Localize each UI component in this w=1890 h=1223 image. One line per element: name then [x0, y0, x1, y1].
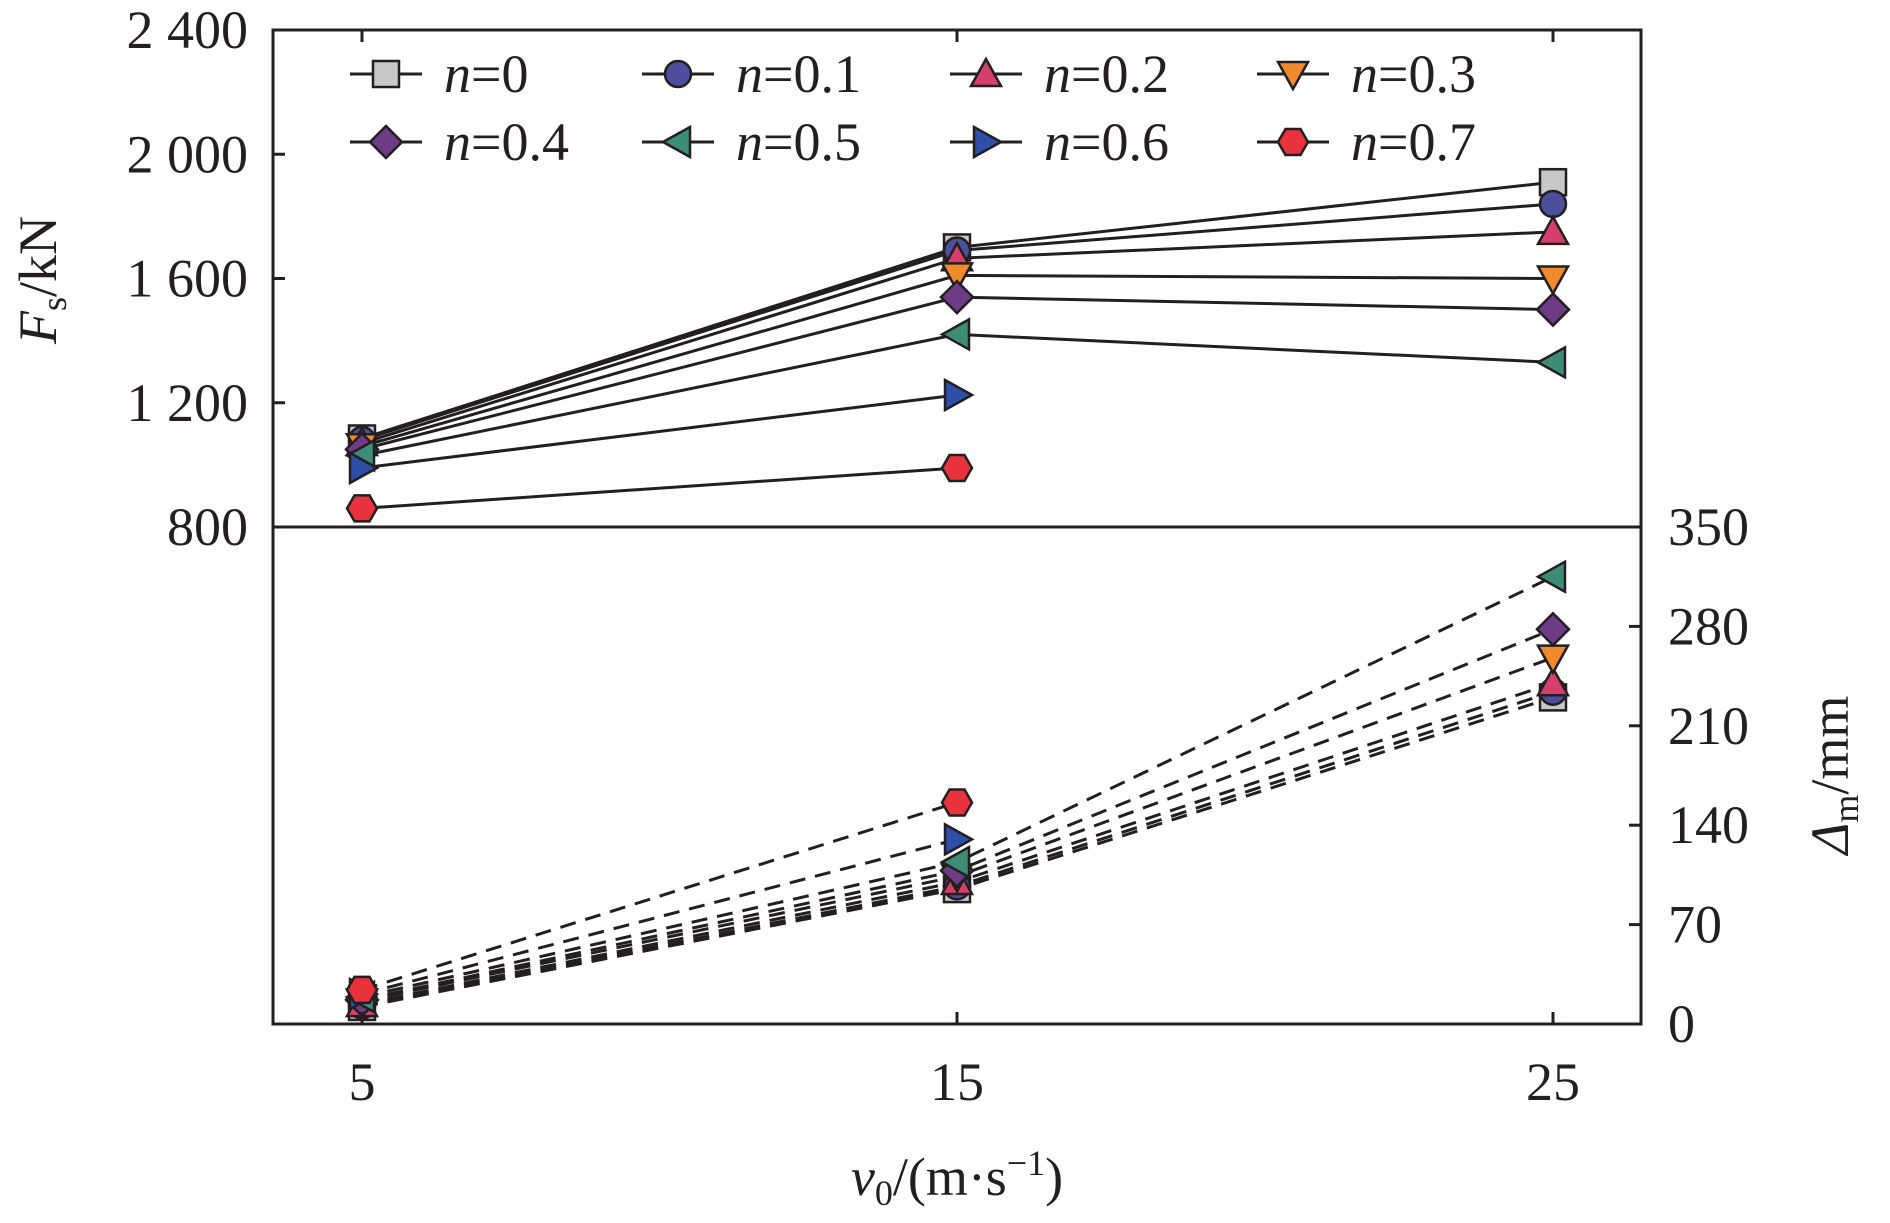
legend-marker: [371, 59, 401, 89]
top-y-tick-label: 1 600: [127, 249, 249, 309]
bottom-y-axis-title: Δm/mm: [1800, 696, 1866, 857]
force-point-n-0-x25: [1538, 167, 1568, 197]
legend-marker: [663, 59, 693, 89]
legend-item-n-0-4: n=0.4: [350, 112, 569, 172]
legend-item-n-0: n=0: [350, 44, 528, 104]
force-point-n-0-5-x25: [1535, 345, 1567, 380]
disp-line-n-0-7: [361, 801, 958, 992]
legend-label: n=0.2: [1044, 44, 1169, 104]
disp-point-n-0-6-x15: [943, 822, 975, 857]
markers: [344, 167, 1571, 1022]
legend-marker: [972, 124, 1004, 160]
disp-point-n-0-7-x15: [940, 788, 974, 817]
bottom-y-tick-label: 350: [1668, 497, 1749, 557]
legend-label: n=0.1: [736, 44, 861, 104]
legend-marker: [1275, 60, 1311, 92]
top-y-tick-label: 1 200: [127, 373, 249, 433]
top-panel-lines: [361, 180, 1554, 510]
force-line-n-0-6: [361, 393, 958, 470]
top-y-tick-label: 800: [167, 497, 248, 557]
top-y-tick-label: 2 000: [127, 124, 249, 184]
force-point-n-0-1-x25: [1538, 189, 1568, 219]
legend-marker: [660, 124, 692, 160]
bottom-y-tick-label: 70: [1668, 895, 1722, 955]
legend-item-n-0-7: n=0.7: [1257, 112, 1476, 172]
legend-label: n=0.5: [736, 112, 861, 172]
ticks: 5 15 25 800 1 200 1 600 2 000 2 400 0 70 140 210 280…: [127, 0, 1750, 1112]
disp-point-n-0-3-x25: [1535, 644, 1571, 676]
force-point-n-0-3-x25: [1535, 265, 1571, 297]
legend-item-n-0-1: n=0.1: [642, 44, 861, 104]
bottom-y-tick-label: 0: [1668, 994, 1695, 1054]
legend-label: n=0.3: [1351, 44, 1476, 104]
bottom-y-tick-label: 280: [1668, 596, 1749, 656]
force-point-n-0-7-x15: [940, 453, 974, 483]
legend-label: n=0.6: [1044, 112, 1169, 172]
disp-point-n-0-5-x15: [939, 844, 971, 880]
bottom-panel-frame: [271, 525, 1643, 1026]
x-axis-title: v0/(m·s−1): [851, 1143, 1063, 1213]
legend-label: n=0.7: [1351, 112, 1476, 172]
top-y-axis-title: Fs/kN: [8, 216, 74, 345]
legend-item-n-0-2: n=0.2: [950, 44, 1169, 104]
legend-marker: [968, 56, 1004, 88]
disp-point-n-0-4-x25: [1535, 611, 1571, 648]
top-y-tick-label: 2 400: [127, 0, 249, 60]
x-tick-label: 5: [349, 1052, 376, 1112]
disp-line-n-0-6: [361, 837, 958, 996]
force-point-n-0-6-x5: [348, 450, 380, 486]
force-point-n-0-6-x15: [943, 377, 975, 413]
x-tick-label: 25: [1526, 1052, 1580, 1112]
disp-point-n-0-5-x25: [1535, 559, 1567, 594]
bottom-y-tick-label: 210: [1668, 696, 1749, 756]
force-line-n-0-4: [361, 295, 1554, 451]
force-point-n-0-2-x25: [1535, 214, 1571, 246]
legend-item-n-0-3: n=0.3: [1257, 44, 1476, 104]
force-line-n-0-7: [361, 466, 958, 510]
legend: n=0 n=0.1 n=0.2 n=0.3 n=0.4 n=0.5 n=0.6 n=0.7: [350, 44, 1476, 172]
legend-label: n=0.4: [444, 112, 569, 172]
legend-item-n-0-6: n=0.6: [950, 112, 1169, 172]
disp-point-n-0-2-x25: [1535, 665, 1571, 697]
force-point-n-0-4-x25: [1535, 291, 1571, 328]
legend-item-n-0-5: n=0.5: [642, 112, 861, 172]
x-tick-label: 15: [930, 1052, 984, 1112]
force-point-n-0-7-x5: [345, 494, 379, 523]
force-point-n-0-4-x15: [939, 279, 975, 315]
force-point-n-0-3-x15: [939, 262, 975, 293]
legend-marker: [368, 124, 404, 160]
legend-marker: [1276, 127, 1310, 157]
bottom-y-tick-label: 140: [1668, 795, 1749, 855]
disp-point-n-0-7-x5: [345, 975, 379, 1005]
force-point-n-0-5-x15: [939, 317, 971, 352]
legend-label: n=0: [444, 44, 528, 104]
disp-line-n-0-3: [361, 656, 1554, 1003]
